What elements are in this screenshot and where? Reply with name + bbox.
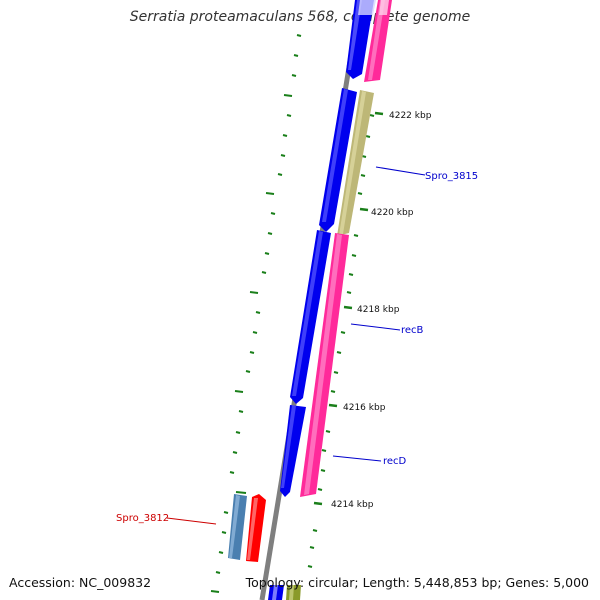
gene-features — [228, 0, 392, 600]
gene-top-blue[interactable] — [346, 0, 374, 79]
scale-label-4220: 4220 kbp — [371, 208, 414, 218]
scale-label-4214: 4214 kbp — [331, 500, 374, 510]
scale-label-4218: 4218 kbp — [357, 305, 400, 315]
label-leaders — [166, 166, 426, 525]
scale-label-4222: 4222 kbp — [389, 111, 432, 121]
topology-text: Topology: circular; Length: 5,448,853 bp… — [245, 575, 589, 590]
inner-tick-track — [307, 114, 375, 568]
outer-tick-track — [210, 34, 302, 593]
gene-recd[interactable] — [280, 405, 306, 497]
scale-labels: 4222 kbp 4220 kbp 4218 kbp 4216 kbp 4214… — [331, 111, 432, 510]
scale-label-4216: 4216 kbp — [343, 403, 386, 413]
gene-label-spro-3815[interactable]: Spro_3815 — [425, 171, 478, 182]
gene-labels: Spro_3815 recB recD Spro_3812 — [116, 171, 478, 524]
gene-label-spro-3812[interactable]: Spro_3812 — [116, 513, 169, 524]
gene-label-recd[interactable]: recD — [383, 456, 407, 467]
gene-label-recb[interactable]: recB — [401, 325, 424, 336]
accession-text: Accession: NC_009832 — [9, 575, 152, 590]
scale-major-ticks — [313, 111, 384, 506]
